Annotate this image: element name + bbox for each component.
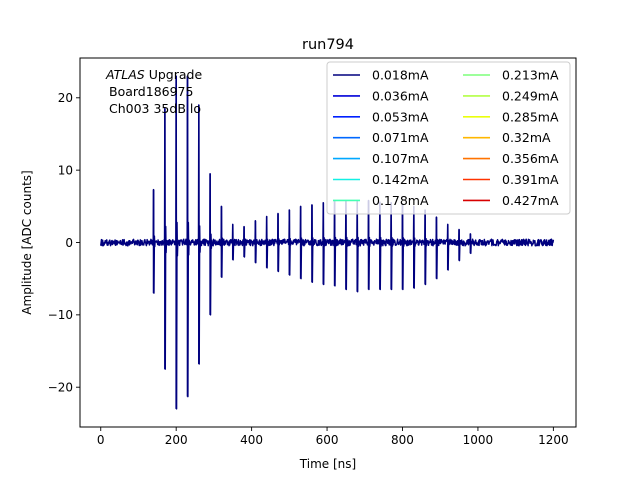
x-axis-label: Time [ns] [299,457,356,471]
y-tick-label: 20 [58,91,73,105]
x-tick-label: 1000 [463,433,494,447]
legend-label: 0.356mA [502,151,559,166]
annotation-upgrade: Upgrade [145,67,203,82]
x-tick-label: 0 [97,433,105,447]
series-layer [100,75,555,410]
legend-label: 0.142mA [372,172,429,187]
y-axis-label: Amplitude [ADC counts] [20,170,34,314]
legend-label: 0.249mA [502,88,559,103]
atlas-annotation: ATLAS Upgrade Board186975 Ch003 35dB lo [105,67,202,116]
annotation-board: Board186975 [109,84,193,99]
x-tick-label: 600 [316,433,339,447]
legend-label: 0.391mA [502,172,559,187]
legend-box [326,61,571,215]
y-tick-label: −10 [48,308,73,322]
y-tick-label: −20 [48,381,73,395]
x-tick-label: 400 [240,433,263,447]
y-tick-label: 0 [65,236,73,250]
annotation-channel: Ch003 35dB lo [109,101,201,116]
annotation-atlas: ATLAS [105,67,145,82]
legend-label: 0.178mA [372,193,429,208]
legend-label: 0.036mA [372,88,429,103]
ticks-layer: 0 200 400 600 800 1000 1200 −20 −10 0 10 20 [48,91,569,447]
x-tick-label: 200 [165,433,188,447]
legend-label: 0.285mA [502,109,559,124]
annotation-line-1: ATLAS Upgrade [105,67,202,82]
x-tick-label: 1200 [538,433,569,447]
y-tick-label: 10 [58,163,73,177]
legend-label: 0.071mA [372,130,429,145]
legend-label: 0.018mA [372,68,429,83]
legend: 0.018mA 0.036mA 0.053mA 0.071mA 0.107mA 0.142… [326,61,571,215]
legend-label: 0.053mA [372,109,429,124]
legend-label: 0.427mA [502,193,559,208]
legend-label: 0.107mA [372,151,429,166]
legend-label: 0.213mA [502,68,559,83]
chart-title: run794 [302,37,354,53]
legend-label: 0.32mA [502,130,551,145]
x-tick-label: 800 [391,433,414,447]
